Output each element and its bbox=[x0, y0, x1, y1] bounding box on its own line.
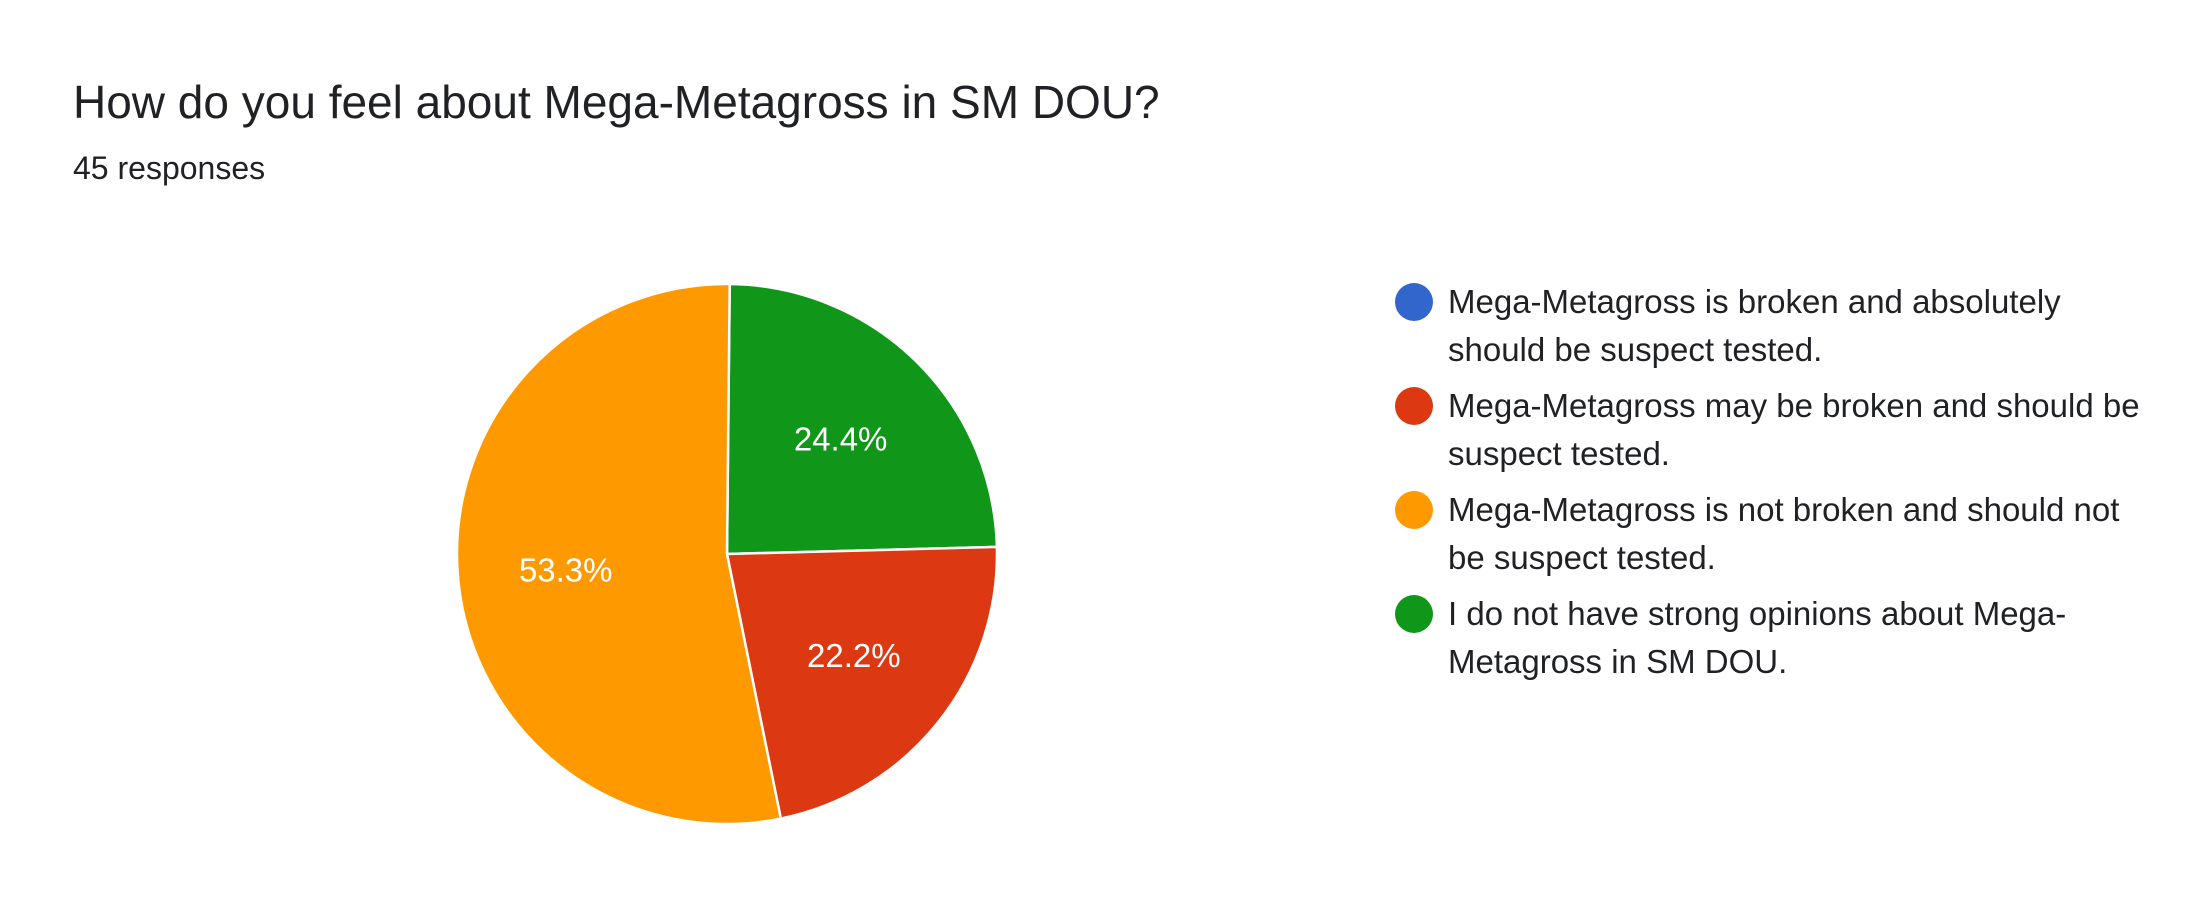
legend-color-dot bbox=[1395, 283, 1433, 321]
pie-slice[interactable] bbox=[455, 282, 783, 826]
chart-legend: Mega-Metagross is broken and absolutely … bbox=[1395, 278, 2155, 694]
legend-color-dot bbox=[1395, 595, 1433, 633]
legend-label: I do not have strong opinions about Mega… bbox=[1448, 595, 2067, 680]
legend-label: Mega-Metagross may be broken and should … bbox=[1448, 387, 2140, 472]
slice-percent-label: 22.2% bbox=[807, 637, 901, 674]
chart-title: How do you feel about Mega-Metagross in … bbox=[73, 76, 1160, 128]
legend-item[interactable]: I do not have strong opinions about Mega… bbox=[1395, 590, 2155, 686]
pie-slice[interactable] bbox=[725, 282, 999, 556]
slice-percent-label: 24.4% bbox=[794, 421, 888, 458]
legend-color-dot bbox=[1395, 387, 1433, 425]
legend-label: Mega-Metagross is not broken and should … bbox=[1448, 491, 2120, 576]
slice-percent-label: 53.3% bbox=[519, 551, 613, 588]
legend-item[interactable]: Mega-Metagross may be broken and should … bbox=[1395, 382, 2155, 478]
legend-item[interactable]: Mega-Metagross is broken and absolutely … bbox=[1395, 278, 2155, 374]
legend-label: Mega-Metagross is broken and absolutely … bbox=[1448, 283, 2061, 368]
response-count: 45 responses bbox=[73, 150, 266, 186]
pie-slice[interactable] bbox=[725, 545, 999, 821]
legend-color-dot bbox=[1395, 491, 1433, 529]
legend-item[interactable]: Mega-Metagross is not broken and should … bbox=[1395, 486, 2155, 582]
